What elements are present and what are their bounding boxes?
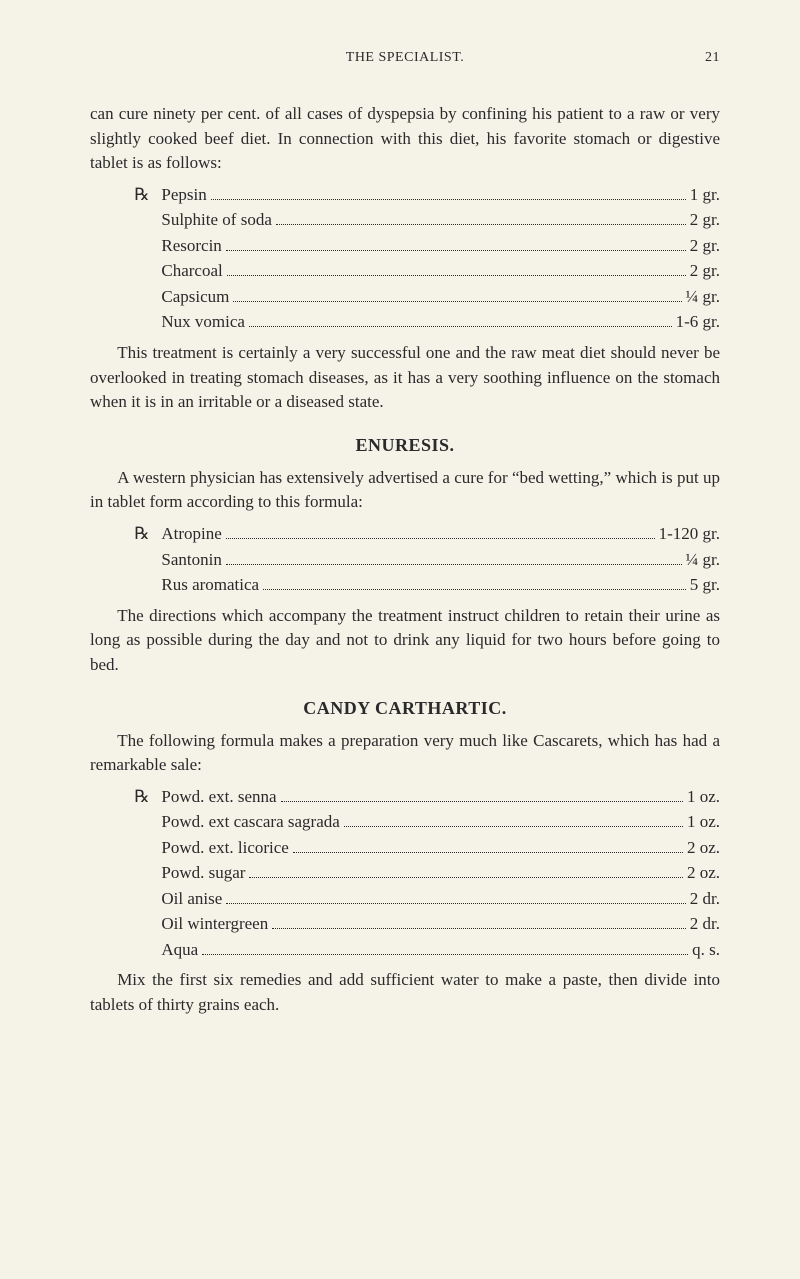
leader-dots xyxy=(226,548,682,564)
ingredient-value: ¼ gr. xyxy=(686,284,720,310)
running-head-spacer xyxy=(90,50,130,66)
leader-dots xyxy=(202,939,688,955)
prescription-row: Aqua q. s. xyxy=(134,937,720,963)
prescription-row: Powd. ext cascara sagrada 1 oz. xyxy=(134,809,720,835)
rx-symbol-icon: ℞ xyxy=(134,182,161,208)
section-heading-enuresis: ENURESIS. xyxy=(90,435,720,456)
ingredient-label: Sulphite of soda xyxy=(161,207,272,233)
rx-symbol-icon: ℞ xyxy=(134,784,161,810)
page: THE SPECIALIST. 21 can cure ninety per c… xyxy=(0,0,800,1084)
leader-dots xyxy=(249,311,672,327)
prescription-row: Capsicum ¼ gr. xyxy=(134,284,720,310)
prescription-row: ℞ Atropine 1-120 gr. xyxy=(134,521,720,547)
prescription-block-2: ℞ Atropine 1-120 gr. Santonin ¼ gr. Rus … xyxy=(134,521,720,598)
leader-dots xyxy=(211,184,686,200)
leader-dots xyxy=(344,811,683,827)
prescription-row: Charcoal 2 gr. xyxy=(134,258,720,284)
ingredient-value: 2 gr. xyxy=(690,207,720,233)
leader-dots xyxy=(272,913,686,929)
ingredient-value: 1-6 gr. xyxy=(676,309,720,335)
ingredient-value: 1 oz. xyxy=(687,809,720,835)
ingredient-label: Aqua xyxy=(161,937,198,963)
ingredient-label: Capsicum xyxy=(161,284,229,310)
prescription-row: Sulphite of soda 2 gr. xyxy=(134,207,720,233)
leader-dots xyxy=(276,209,686,225)
ingredient-label: Oil anise xyxy=(161,886,222,912)
prescription-row: Powd. sugar 2 oz. xyxy=(134,860,720,886)
ingredient-value: 5 gr. xyxy=(690,572,720,598)
leader-dots xyxy=(293,837,683,853)
ingredient-value: 1 gr. xyxy=(690,182,720,208)
running-head-title: THE SPECIALIST. xyxy=(130,50,680,66)
prescription-row: Nux vomica 1-6 gr. xyxy=(134,309,720,335)
ingredient-value: 2 gr. xyxy=(690,258,720,284)
prescription-row: Rus aromatica 5 gr. xyxy=(134,572,720,598)
paragraph: This treatment is certainly a very succe… xyxy=(90,341,720,415)
paragraph: A western physician has extensively adve… xyxy=(90,466,720,515)
leader-dots xyxy=(281,786,683,802)
leader-dots xyxy=(227,260,686,276)
ingredient-label: Nux vomica xyxy=(161,309,245,335)
ingredient-label: Pepsin xyxy=(161,182,206,208)
paragraph: The directions which accompany the treat… xyxy=(90,604,720,678)
ingredient-label: Powd. ext cascara sagrada xyxy=(161,809,339,835)
leader-dots xyxy=(233,286,681,302)
prescription-row: Santonin ¼ gr. xyxy=(134,547,720,573)
page-number: 21 xyxy=(680,50,720,66)
leader-dots xyxy=(226,888,685,904)
ingredient-label: Santonin xyxy=(161,547,221,573)
ingredient-value: 2 dr. xyxy=(690,886,720,912)
ingredient-value: 1-120 gr. xyxy=(659,521,720,547)
leader-dots xyxy=(226,523,655,539)
prescription-row: Oil wintergreen 2 dr. xyxy=(134,911,720,937)
prescription-row: ℞ Powd. ext. senna 1 oz. xyxy=(134,784,720,810)
ingredient-label: Powd. ext. licorice xyxy=(161,835,288,861)
paragraph: Mix the first six remedies and add suffi… xyxy=(90,968,720,1017)
leader-dots xyxy=(226,235,686,251)
section-heading-candy: CANDY CARTHARTIC. xyxy=(90,698,720,719)
ingredient-label: Charcoal xyxy=(161,258,222,284)
paragraph: The following formula makes a preparatio… xyxy=(90,729,720,778)
ingredient-label: Atropine xyxy=(161,521,221,547)
rx-symbol-icon: ℞ xyxy=(134,521,161,547)
leader-dots xyxy=(249,862,683,878)
ingredient-label: Resorcin xyxy=(161,233,221,259)
ingredient-value: q. s. xyxy=(692,937,720,963)
ingredient-label: Powd. sugar xyxy=(161,860,245,886)
paragraph: can cure ninety per cent. of all cases o… xyxy=(90,102,720,176)
ingredient-value: 2 oz. xyxy=(687,835,720,861)
prescription-row: Resorcin 2 gr. xyxy=(134,233,720,259)
ingredient-value: 1 oz. xyxy=(687,784,720,810)
ingredient-value: 2 oz. xyxy=(687,860,720,886)
ingredient-label: Rus aromatica xyxy=(161,572,259,598)
running-head: THE SPECIALIST. 21 xyxy=(90,50,720,66)
leader-dots xyxy=(263,574,686,590)
ingredient-label: Oil wintergreen xyxy=(161,911,268,937)
ingredient-value: ¼ gr. xyxy=(686,547,720,573)
ingredient-value: 2 dr. xyxy=(690,911,720,937)
prescription-row: Oil anise 2 dr. xyxy=(134,886,720,912)
ingredient-value: 2 gr. xyxy=(690,233,720,259)
prescription-row: Powd. ext. licorice 2 oz. xyxy=(134,835,720,861)
ingredient-label: Powd. ext. senna xyxy=(161,784,276,810)
prescription-block-3: ℞ Powd. ext. senna 1 oz. Powd. ext casca… xyxy=(134,784,720,963)
prescription-block-1: ℞ Pepsin 1 gr. Sulphite of soda 2 gr. Re… xyxy=(134,182,720,335)
prescription-row: ℞ Pepsin 1 gr. xyxy=(134,182,720,208)
